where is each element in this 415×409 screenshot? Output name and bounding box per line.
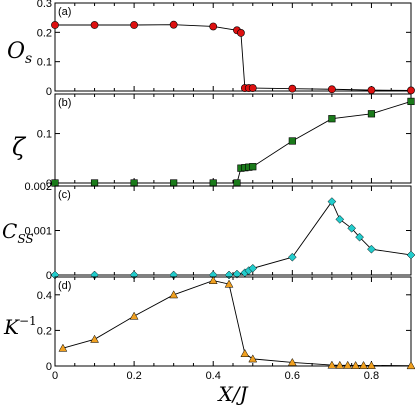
data-point — [130, 21, 139, 29]
data-point — [335, 360, 345, 369]
data-point — [233, 179, 241, 187]
panel-c: 0 0.001 0.002 (c) CSS — [2, 181, 415, 282]
data-point — [367, 110, 376, 118]
x-tick-label: 0 — [52, 370, 58, 382]
x-tick-label: 0.8 — [364, 370, 379, 382]
data-point — [367, 86, 376, 95]
data-point — [343, 360, 353, 369]
data-point — [51, 179, 59, 187]
plot-frame — [54, 276, 412, 367]
y-axis-label: ζ — [12, 133, 27, 161]
y-tick-label: 0.3 — [37, 0, 52, 10]
data-point — [367, 360, 376, 369]
y-axis-label-sup: −1 — [19, 314, 37, 328]
data-point — [209, 22, 218, 31]
panel-b: 0 0.1 (b) ζ — [12, 93, 415, 190]
y-axis-label: Os — [7, 39, 32, 67]
plot-frame — [54, 2, 412, 92]
data-point — [327, 360, 337, 369]
data-point — [327, 85, 336, 94]
data-point — [335, 215, 345, 224]
data-point — [249, 163, 257, 171]
x-tick-label: 0.6 — [285, 370, 300, 382]
series-line — [55, 100, 412, 184]
data-point — [58, 343, 68, 352]
data-point — [367, 244, 376, 254]
data-point — [287, 252, 297, 262]
panel-label: (c) — [58, 189, 71, 201]
data-point — [90, 334, 99, 343]
data-point — [327, 197, 337, 206]
data-point — [287, 357, 297, 366]
data-point — [406, 361, 415, 370]
panel-label: (b) — [58, 97, 71, 109]
y-axis-label-main: O — [7, 39, 25, 64]
data-point — [359, 360, 368, 369]
x-axis-label: X/J — [217, 382, 249, 406]
y-tick-label: 0 — [46, 361, 52, 373]
plot-frame — [54, 185, 412, 276]
data-point — [288, 137, 296, 145]
series-line — [62, 280, 412, 367]
y-tick-label: 0.4 — [37, 290, 52, 302]
y-tick-label: 0.2 — [37, 27, 52, 39]
data-point — [355, 232, 364, 242]
y-axis-label-main: C — [2, 219, 17, 243]
y-axis-label-main: ζ — [12, 133, 27, 161]
data-point — [288, 84, 297, 93]
panel-d: 0 0.2 0.4 (d) K−1 0 0.2 0.4 0.6 0.8 X/J — [3, 276, 415, 406]
data-point — [129, 311, 139, 320]
data-point — [248, 354, 258, 363]
data-point — [406, 250, 415, 260]
data-point — [209, 179, 217, 187]
data-point — [237, 29, 245, 37]
data-point — [347, 223, 357, 233]
data-point — [90, 179, 99, 187]
x-tick-label: 0.2 — [126, 370, 141, 382]
data-point — [407, 86, 415, 95]
y-tick-label: 0.002 — [24, 181, 52, 193]
y-axis-label-main: K — [3, 315, 20, 339]
data-point — [224, 279, 234, 288]
data-point — [169, 290, 179, 299]
data-point — [407, 97, 415, 106]
data-point — [170, 179, 178, 187]
panel-a: 0 0.1 0.2 0.3 (a) Os — [7, 0, 415, 98]
data-point — [208, 276, 218, 285]
data-point — [240, 349, 250, 357]
y-tick-label: 0.1 — [37, 57, 52, 69]
data-point — [328, 115, 336, 123]
y-tick-label: 0 — [46, 270, 52, 282]
y-tick-label: 0.2 — [37, 325, 52, 337]
data-point — [248, 84, 257, 92]
y-axis-label: K−1 — [3, 314, 37, 339]
data-point — [90, 21, 99, 29]
data-point — [51, 21, 59, 29]
x-tick-label: 0.4 — [206, 370, 221, 382]
series-line — [55, 24, 412, 91]
y-tick-label: 0 — [46, 178, 52, 190]
y-tick-label: 0.1 — [37, 129, 52, 141]
data-point — [169, 20, 178, 29]
y-axis-label-sub: SS — [17, 232, 33, 246]
data-point — [351, 360, 361, 369]
data-point — [224, 270, 234, 280]
y-tick-label: 0.001 — [24, 226, 52, 238]
plot-frame — [54, 93, 412, 184]
y-axis-label: CSS — [2, 219, 34, 246]
y-axis-label-sub: s — [25, 51, 32, 67]
data-point — [248, 263, 258, 273]
panel-label: (a) — [58, 6, 71, 18]
data-point — [232, 269, 242, 279]
data-point — [130, 179, 138, 187]
panel-label: (d) — [58, 280, 71, 292]
y-tick-label: 0 — [46, 86, 52, 98]
